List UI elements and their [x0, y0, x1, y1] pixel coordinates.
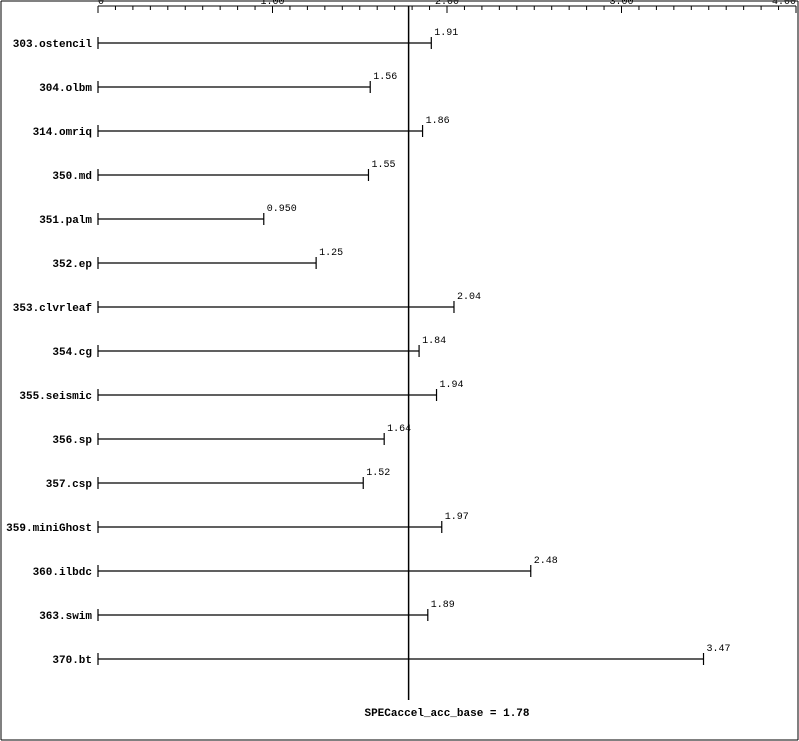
benchmark-label: 359.miniGhost: [6, 523, 92, 535]
value-label: 1.64: [387, 424, 411, 435]
value-label: 1.52: [366, 468, 390, 479]
value-label: 0.950: [267, 204, 297, 215]
x-tick-label: 0: [98, 0, 104, 8]
value-label: 1.89: [431, 600, 455, 611]
benchmark-label: 356.sp: [52, 435, 92, 447]
value-label: 2.48: [534, 556, 558, 567]
benchmark-label: 363.swim: [39, 611, 92, 623]
benchmark-label: 303.ostencil: [13, 39, 93, 51]
spec-chart: 0 1.00 2.00 3.00 4.00 303.ostencil 1.91 304.olb…: [0, 0, 799, 741]
value-label: 1.97: [445, 512, 469, 523]
value-label: 2.04: [457, 292, 481, 303]
value-label: 1.94: [440, 380, 464, 391]
value-label: 1.25: [319, 248, 343, 259]
chart-svg: 0 1.00 2.00 3.00 4.00 303.ostencil 1.91 304.olb…: [0, 0, 799, 741]
benchmark-label: 350.md: [52, 171, 92, 183]
value-label: 1.86: [426, 116, 450, 127]
benchmark-label: 355.seismic: [19, 391, 92, 403]
benchmark-label: 370.bt: [52, 655, 92, 667]
benchmark-label: 314.omriq: [33, 127, 92, 139]
benchmark-label: 354.cg: [52, 347, 92, 359]
benchmark-label: 360.ilbdc: [33, 567, 92, 579]
value-label: 1.84: [422, 336, 446, 347]
value-label: 1.55: [371, 160, 395, 171]
x-tick-label: 1.00: [260, 0, 284, 8]
footer-text: SPECaccel_acc_base = 1.78: [364, 708, 529, 720]
value-label: 1.91: [434, 28, 458, 39]
benchmark-label: 352.ep: [52, 259, 92, 271]
x-tick-label: 3.00: [609, 0, 633, 8]
x-tick-label: 4.00: [772, 0, 796, 8]
benchmark-label: 353.clvrleaf: [13, 303, 93, 315]
benchmark-label: 357.csp: [46, 479, 93, 491]
value-label: 1.56: [373, 72, 397, 83]
benchmark-label: 304.olbm: [39, 83, 92, 95]
value-label: 3.47: [707, 644, 731, 655]
x-tick-label: 2.00: [435, 0, 459, 8]
benchmark-label: 351.palm: [39, 215, 92, 227]
